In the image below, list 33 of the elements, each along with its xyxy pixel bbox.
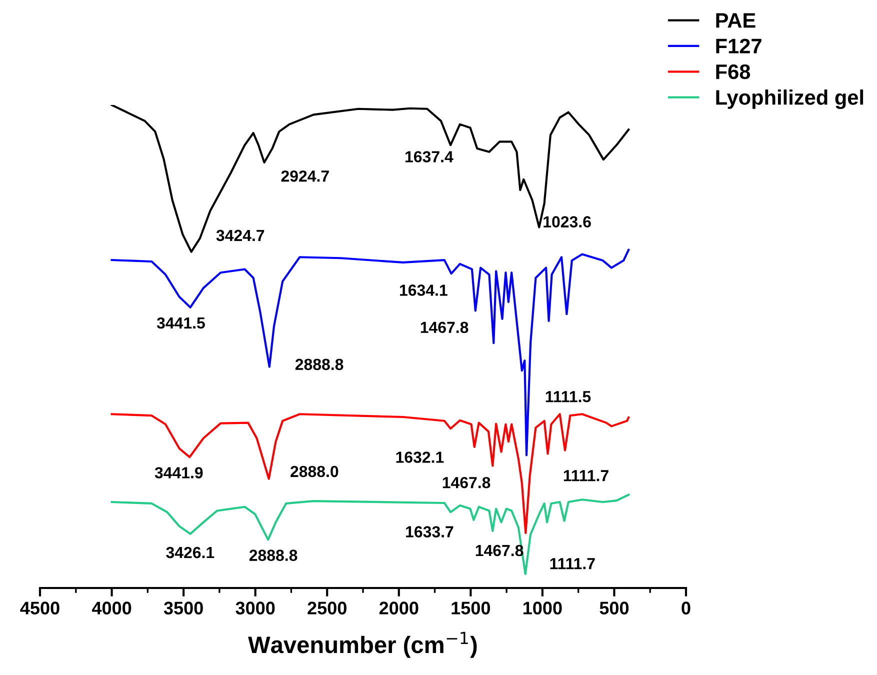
x-tick-label: 4000 [92, 602, 132, 614]
annotation: 1111.5 [546, 391, 591, 402]
x-axis-title: Wavenumber (cm$^{−1}$) [248, 632, 477, 658]
x-tick-label: 2000 [379, 602, 418, 614]
x-tick-label: 500 [600, 602, 629, 614]
annotation: 3441.9 [154, 467, 203, 478]
annotation: 1633.7 [406, 526, 454, 538]
annotation: 1111.7 [550, 558, 595, 570]
annotation: 1467.8 [442, 476, 490, 488]
x-tick-label: 3000 [236, 602, 275, 614]
x-tick-label: 0 [682, 602, 690, 614]
annotation: 1637.4 [406, 151, 454, 162]
annotation: 1467.8 [420, 322, 468, 334]
legend-label: F127 [716, 38, 762, 54]
annotation: 2888.8 [249, 550, 298, 561]
annotation: 2888.0 [290, 466, 338, 478]
x-tick-label: 2500 [308, 602, 346, 614]
x-tick-label: 3500 [164, 602, 203, 614]
legend-label: F68 [716, 64, 750, 80]
annotation: 1023.6 [544, 216, 591, 228]
annotation: 3426.1 [166, 546, 214, 558]
annotation: 2924.7 [281, 170, 329, 182]
x-tick-label: 1000 [524, 602, 562, 614]
legend-label: Lyophilized gel [716, 90, 864, 110]
annotation: 3441.5 [156, 317, 205, 329]
annotation: 1111.7 [564, 470, 608, 482]
annotation: 3424.7 [216, 230, 264, 242]
legend-label: PAE [716, 13, 756, 28]
x-tick-label: 1500 [452, 602, 490, 614]
annotation: 1634.1 [400, 284, 448, 296]
annotation: 2888.8 [295, 358, 344, 370]
annotation: 1632.1 [396, 452, 444, 463]
x-tick-label: 4500 [20, 602, 60, 614]
